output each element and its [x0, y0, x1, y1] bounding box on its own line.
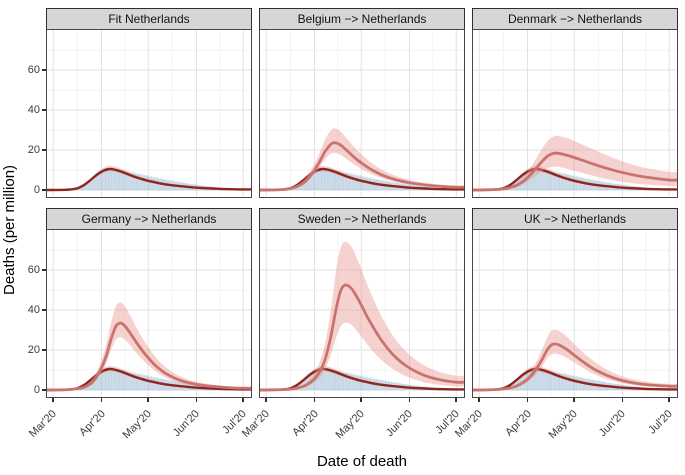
x-tick-mark	[408, 398, 411, 402]
x-tick-mark	[455, 398, 457, 402]
y-axis-tick-label: 60	[27, 64, 40, 76]
x-axis-tick-label: May'20	[333, 407, 368, 442]
facet-strip-label: Sweden −> Netherlands	[297, 212, 427, 226]
x-axis-tick-label: May'20	[546, 407, 581, 442]
x-tick-mark	[478, 398, 480, 402]
facet-strip-label: Germany −> Netherlands	[81, 212, 217, 226]
x-tick-mark	[313, 398, 316, 402]
x-tick-mark	[52, 398, 54, 402]
x-axis-tick-label: Jun'20	[384, 407, 416, 440]
x-axis-tick-label: Apr'20	[289, 407, 321, 439]
y-axis-tick-label: 40	[27, 104, 40, 116]
y-tick-mark	[42, 109, 46, 111]
x-axis-tick-label: Apr'20	[502, 407, 534, 439]
panel-2	[259, 29, 465, 198]
x-axis-title: Date of death	[316, 453, 408, 470]
x-axis-tick-label: Jul'20	[646, 407, 676, 437]
y-axis-tick-label: 60	[27, 264, 40, 276]
facet-strip: Denmark −> Netherlands	[472, 8, 678, 30]
y-axis-title: Deaths (per million)	[1, 164, 18, 296]
x-tick-mark	[360, 398, 362, 402]
y-tick-mark	[42, 389, 46, 391]
panel-3	[472, 29, 678, 198]
facet-strip-label: UK −> Netherlands	[523, 212, 627, 226]
facet-strip: Belgium −> Netherlands	[259, 8, 465, 30]
panel-6	[472, 229, 678, 398]
facet-strip: Fit Netherlands	[46, 8, 252, 30]
panel-plot	[47, 30, 251, 197]
facet-strip: Germany −> Netherlands	[46, 208, 252, 230]
x-axis-tick-label: Apr'20	[76, 407, 108, 439]
x-tick-mark	[668, 398, 670, 402]
x-tick-mark	[621, 398, 624, 402]
x-axis-tick-label: May'20	[120, 407, 155, 442]
x-axis-tick-label: Jun'20	[597, 407, 629, 440]
y-axis-tick-label: 0	[33, 184, 40, 196]
y-tick-mark	[42, 349, 46, 351]
y-tick-mark	[42, 309, 46, 311]
y-axis-tick-label: 20	[27, 344, 40, 356]
panel-1	[46, 29, 252, 198]
y-tick-mark	[42, 149, 46, 151]
facet-strip-label: Fit Netherlands	[108, 12, 190, 26]
panel-plot	[47, 230, 251, 397]
panel-plot	[260, 30, 464, 197]
x-tick-mark	[147, 398, 149, 402]
y-axis-tick-label: 0	[33, 384, 40, 396]
facet-strip-label: Denmark −> Netherlands	[507, 12, 643, 26]
x-tick-mark	[265, 398, 267, 402]
x-tick-mark	[573, 398, 575, 402]
y-axis-tick-label: 20	[27, 144, 40, 156]
panel-4	[46, 229, 252, 398]
y-axis-tick-label: 40	[27, 304, 40, 316]
y-tick-mark	[42, 69, 46, 71]
facet-strip: Sweden −> Netherlands	[259, 208, 465, 230]
panel-plot	[473, 30, 677, 197]
facet-strip: UK −> Netherlands	[472, 208, 678, 230]
panel-plot	[473, 230, 677, 397]
y-tick-mark	[42, 269, 46, 271]
panel-plot	[260, 230, 464, 397]
panel-5	[259, 229, 465, 398]
x-tick-mark	[242, 398, 244, 402]
y-tick-mark	[42, 189, 46, 191]
x-tick-mark	[195, 398, 198, 402]
x-tick-mark	[526, 398, 529, 402]
x-axis-tick-label: Jun'20	[171, 407, 203, 440]
x-tick-mark	[100, 398, 103, 402]
facet-strip-label: Belgium −> Netherlands	[297, 12, 427, 26]
